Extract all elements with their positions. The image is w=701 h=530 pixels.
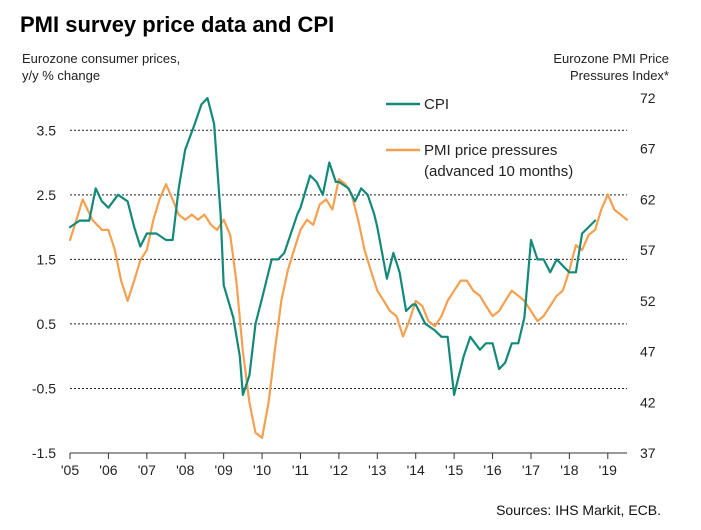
- x-tick-label: '18: [560, 462, 578, 478]
- right-tick-label: 57: [640, 242, 656, 258]
- pmi-series-line: [68, 178, 629, 439]
- right-axis-ticks: 37 42 47 52 57 62 67 72: [640, 90, 656, 461]
- series-layer: [68, 96, 629, 439]
- legend-pmi-label: PMI price pressures: [424, 142, 557, 159]
- right-axis-title: Eurozone PMI Price Pressures Index*: [553, 50, 669, 84]
- x-tick-label: '10: [253, 462, 271, 478]
- x-axis: '05 '06 '07 '08 '09 '10 '11 '12 '13 '14 '15 '16 '17 '…: [61, 452, 627, 478]
- grid-lines: [70, 129, 627, 389]
- x-tick-label: '05: [61, 462, 79, 478]
- right-tick-label: 42: [640, 394, 656, 410]
- legend-pmi-sublabel: (advanced 10 months): [424, 163, 573, 180]
- left-axis-title-line-1: Eurozone consumer prices,: [22, 51, 181, 66]
- x-tick-label: '06: [99, 462, 117, 478]
- x-tick-label: '13: [368, 462, 386, 478]
- legend: CPI PMI price pressures (advanced 10 month…: [386, 96, 573, 180]
- x-tick-label: '09: [215, 462, 233, 478]
- x-tick-label: '14: [407, 462, 425, 478]
- x-tick-label: '15: [445, 462, 463, 478]
- x-tick-label: '07: [138, 462, 156, 478]
- legend-cpi-label: CPI: [424, 96, 449, 113]
- right-tick-label: 37: [640, 445, 656, 461]
- x-tick-label: '17: [522, 462, 540, 478]
- x-tick-label: '08: [176, 462, 194, 478]
- x-tick-label: '12: [330, 462, 348, 478]
- left-tick-label: -0.5: [32, 380, 56, 396]
- left-tick-label: 0.5: [37, 316, 57, 332]
- right-axis-title-line-2: Pressures Index*: [570, 68, 669, 83]
- x-tick-label: '11: [292, 462, 309, 478]
- x-tick-label: '19: [599, 462, 617, 478]
- left-tick-label: 1.5: [37, 251, 57, 267]
- left-axis-title-line-2: y/y % change: [22, 68, 101, 83]
- left-axis-title: Eurozone consumer prices, y/y % change: [22, 50, 180, 84]
- x-tick-label: '16: [483, 462, 501, 478]
- left-tick-label: 2.5: [37, 187, 57, 203]
- source-note: Sources: IHS Markit, ECB.: [496, 502, 661, 518]
- right-axis-title-line-1: Eurozone PMI Price: [553, 51, 669, 66]
- left-tick-label: -1.5: [32, 445, 56, 461]
- right-tick-label: 47: [640, 344, 656, 360]
- right-tick-label: 62: [640, 191, 656, 207]
- left-axis-ticks: -1.5 -0.5 0.5 1.5 2.5 3.5: [32, 122, 56, 461]
- cpi-series-line: [68, 96, 597, 396]
- right-tick-label: 72: [640, 90, 656, 106]
- left-tick-label: 3.5: [37, 122, 57, 138]
- chart-title: PMI survey price data and CPI: [20, 12, 335, 37]
- right-tick-label: 52: [640, 293, 656, 309]
- right-tick-label: 67: [640, 141, 656, 157]
